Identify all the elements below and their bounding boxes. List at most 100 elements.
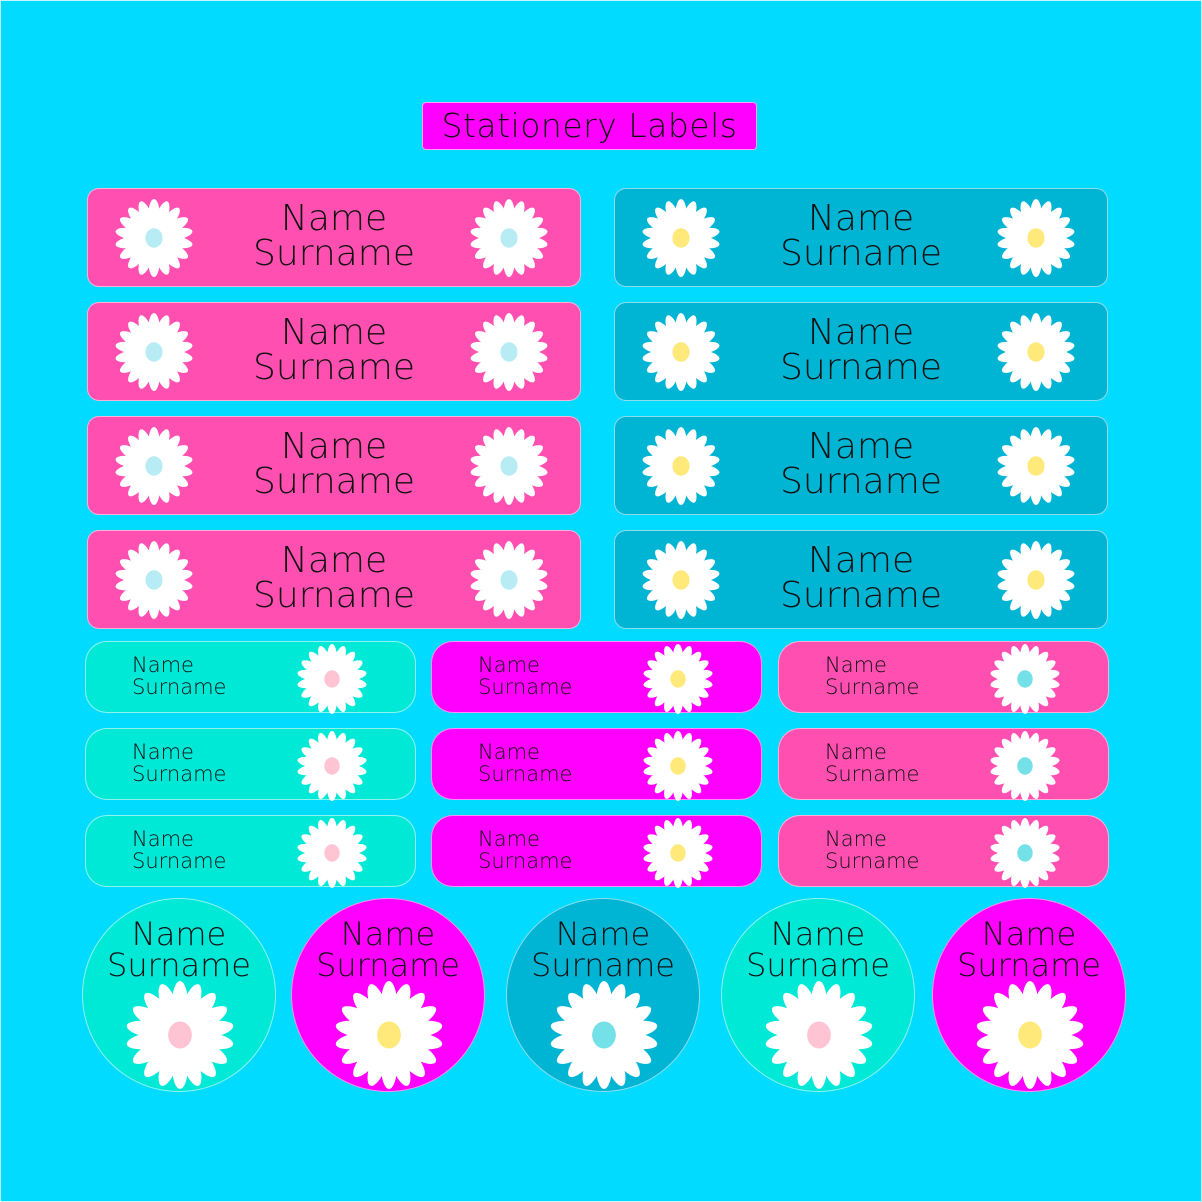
round-label: Name Surname xyxy=(291,898,485,1092)
small-label: Name Surname xyxy=(778,815,1109,888)
label-text: Name Surname xyxy=(132,654,226,698)
small-label: Name Surname xyxy=(431,728,762,801)
label-text: Name Surname xyxy=(933,915,1125,981)
label-text: Name Surname xyxy=(88,198,580,274)
label-text: Name Surname xyxy=(88,540,580,616)
page-title: Stationery Labels xyxy=(422,102,757,150)
label-name: Name xyxy=(132,653,194,677)
label-text: Name Surname xyxy=(615,312,1107,388)
daisy-icon xyxy=(115,427,193,509)
daisy-icon xyxy=(335,981,443,1093)
daisy-icon xyxy=(550,981,658,1093)
round-label: Name Surname xyxy=(721,898,915,1092)
small-label: Name Surname xyxy=(85,728,416,801)
label-surname: Surname xyxy=(780,461,942,502)
daisy-icon xyxy=(990,644,1060,718)
large-label: Name Surname xyxy=(614,530,1108,629)
label-surname: Surname xyxy=(253,461,415,502)
daisy-icon xyxy=(990,731,1060,805)
label-name: Name xyxy=(478,740,540,764)
label-name: Name xyxy=(807,312,915,353)
round-label: Name Surname xyxy=(932,898,1126,1092)
label-name: Name xyxy=(478,653,540,677)
daisy-icon xyxy=(297,644,367,718)
label-name: Name xyxy=(825,653,887,677)
label-text: Name Surname xyxy=(83,915,275,984)
daisy-icon xyxy=(470,313,548,395)
daisy-icon xyxy=(470,541,548,623)
small-label: Name Surname xyxy=(778,728,1109,801)
label-text: Name Surname xyxy=(722,918,914,981)
label-surname: Surname xyxy=(780,575,942,616)
label-surname: Surname xyxy=(132,849,227,873)
daisy-icon xyxy=(643,818,713,892)
label-surname: Surname xyxy=(478,675,573,699)
daisy-icon xyxy=(642,313,720,395)
small-label: Name Surname xyxy=(431,641,762,714)
label-name: Name xyxy=(280,312,388,353)
label-surname: Surname xyxy=(478,849,573,873)
label-text: Name Surname xyxy=(507,918,699,984)
label-surname: Surname xyxy=(253,575,415,616)
label-text: Name Surname xyxy=(478,654,572,698)
large-label: Name Surname xyxy=(614,302,1108,401)
label-name: Name xyxy=(478,827,540,851)
large-label: Name Surname xyxy=(614,188,1108,287)
daisy-icon xyxy=(297,818,367,892)
daisy-icon xyxy=(115,541,193,623)
label-surname: Surname xyxy=(132,675,227,699)
label-name: Name xyxy=(280,540,388,581)
label-surname: Surname xyxy=(531,946,675,984)
label-text: Name Surname xyxy=(88,312,580,388)
daisy-icon xyxy=(997,541,1075,623)
label-name: Name xyxy=(340,915,436,953)
label-name: Name xyxy=(132,740,194,764)
label-surname: Surname xyxy=(825,849,920,873)
daisy-icon xyxy=(765,981,873,1093)
small-label: Name Surname xyxy=(85,815,416,888)
label-text: Name Surname xyxy=(478,741,572,785)
label-text: Name Surname xyxy=(825,654,919,698)
small-label: Name Surname xyxy=(778,641,1109,714)
label-name: Name xyxy=(981,915,1077,953)
label-text: Name Surname xyxy=(132,741,226,785)
daisy-icon xyxy=(997,199,1075,281)
label-name: Name xyxy=(807,198,915,239)
daisy-icon xyxy=(642,541,720,623)
label-surname: Surname xyxy=(253,233,415,274)
label-surname: Surname xyxy=(478,762,573,786)
round-label: Name Surname xyxy=(82,898,276,1092)
small-label: Name Surname xyxy=(85,641,416,714)
label-surname: Surname xyxy=(780,347,942,388)
label-name: Name xyxy=(807,426,915,467)
daisy-icon xyxy=(990,818,1060,892)
label-text: Name Surname xyxy=(615,426,1107,502)
small-label: Name Surname xyxy=(431,815,762,888)
label-surname: Surname xyxy=(316,946,460,984)
label-name: Name xyxy=(825,740,887,764)
daisy-icon xyxy=(115,199,193,281)
label-text: Name Surname xyxy=(132,828,226,872)
label-text: Name Surname xyxy=(615,543,1107,616)
label-name: Name xyxy=(280,198,388,239)
label-text: Name Surname xyxy=(478,828,572,872)
label-surname: Surname xyxy=(253,347,415,388)
label-name: Name xyxy=(825,827,887,851)
daisy-icon xyxy=(470,199,548,281)
daisy-icon xyxy=(976,981,1084,1093)
label-text: Name Surname xyxy=(825,828,919,872)
large-label: Name Surname xyxy=(87,302,581,401)
label-surname: Surname xyxy=(107,946,251,984)
label-name: Name xyxy=(131,915,227,953)
label-text: Name Surname xyxy=(88,429,580,502)
daisy-icon xyxy=(997,427,1075,509)
large-label: Name Surname xyxy=(87,188,581,287)
large-label: Name Surname xyxy=(87,530,581,629)
label-surname: Surname xyxy=(825,762,920,786)
daisy-icon xyxy=(997,313,1075,395)
label-surname: Surname xyxy=(825,675,920,699)
label-surname: Surname xyxy=(780,233,942,274)
label-text: Name Surname xyxy=(825,741,919,785)
daisy-icon xyxy=(642,427,720,509)
label-text: Name Surname xyxy=(292,915,484,984)
